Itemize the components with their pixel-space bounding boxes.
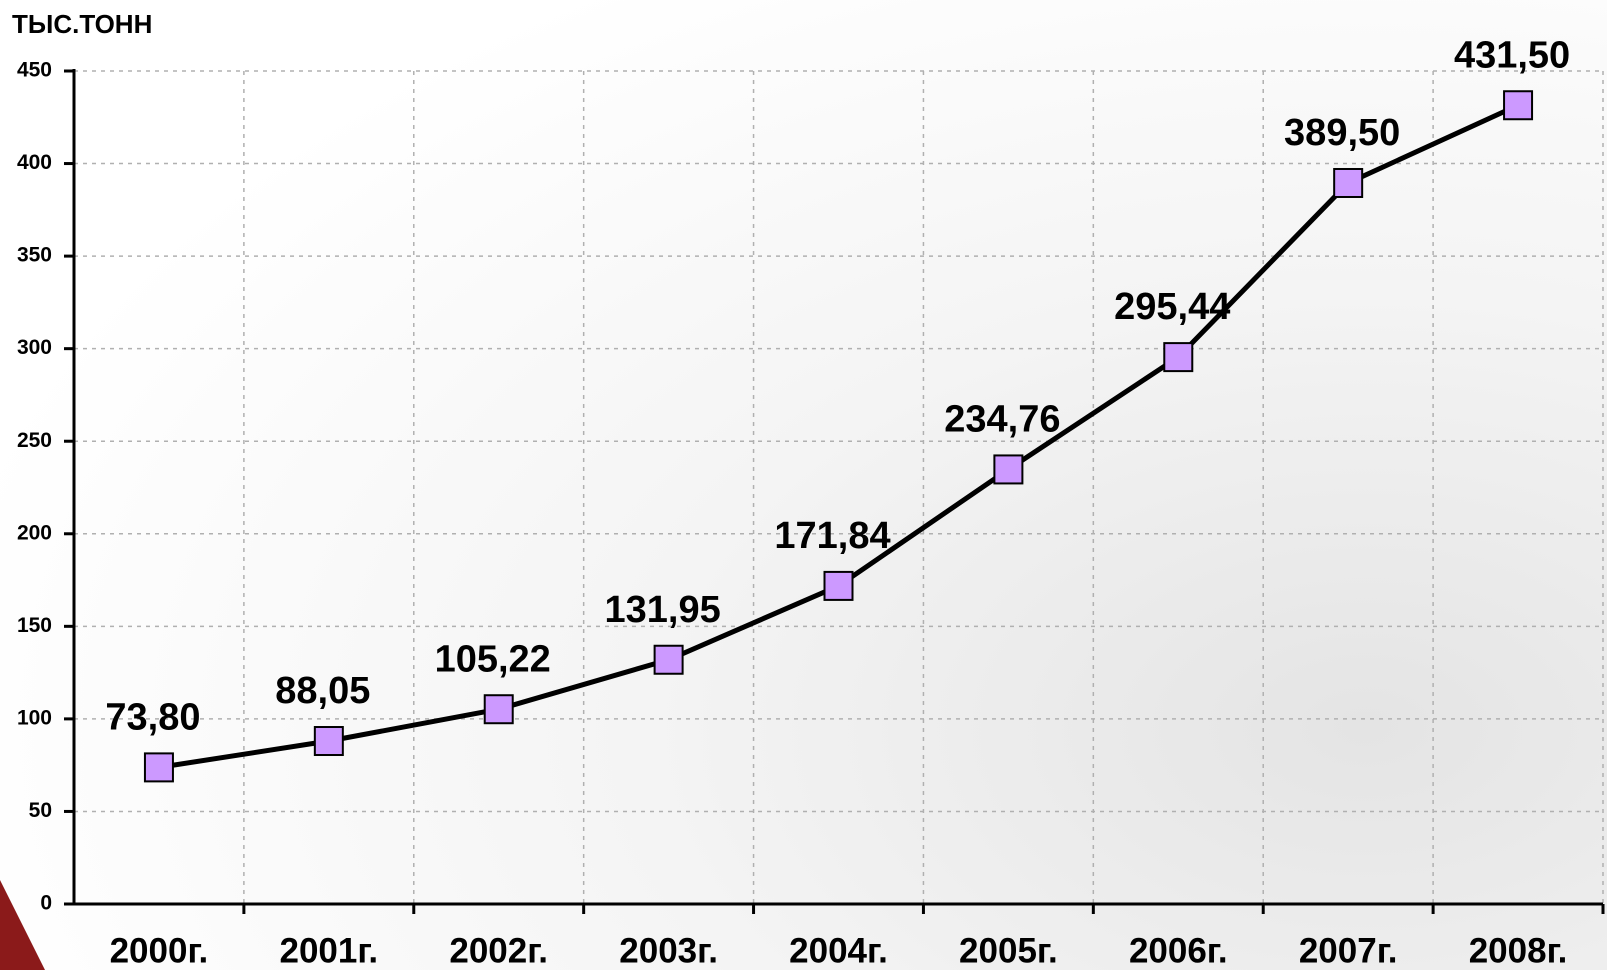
x-tick-label: 2008г. [1469,931,1568,970]
y-tick-label: 450 [17,59,52,82]
data-label: 73,80 [105,696,200,738]
x-tick-label: 2002г. [449,931,548,970]
data-label: 171,84 [774,515,890,557]
point-marker [313,726,344,757]
corner-decoration [0,880,45,970]
x-tick-label: 2006г. [1129,931,1228,970]
x-tick-label: 2000г. [110,931,209,970]
y-tick-label: 350 [17,244,52,267]
data-label: 234,76 [944,398,1060,440]
point-marker [483,694,514,725]
point-marker [1163,342,1194,373]
y-tick-label: 250 [17,429,52,452]
y-tick-label: 400 [17,151,52,174]
point-marker [143,752,174,783]
x-tick-label: 2001г. [279,931,378,970]
data-label: 431,50 [1454,34,1570,76]
data-label: 88,05 [275,670,370,712]
y-tick-label: 200 [17,521,52,544]
x-tick-label: 2005г. [959,931,1058,970]
point-marker [1333,167,1364,198]
y-tick-label: 300 [17,336,52,359]
point-marker [823,570,854,601]
point-marker [653,644,684,675]
y-tick-label: 50 [29,799,52,822]
data-label: 389,50 [1284,112,1400,154]
point-marker [993,454,1024,485]
x-tick-label: 2007г. [1299,931,1398,970]
x-tick-label: 2004г. [789,931,888,970]
data-label: 295,44 [1114,286,1230,328]
y-tick-label: 100 [17,706,52,729]
x-tick-label: 2003г. [619,931,718,970]
y-tick-label: 150 [17,614,52,637]
point-marker [1503,90,1534,121]
data-label: 131,95 [604,589,720,631]
data-label: 105,22 [435,638,551,680]
y-axis-label: ТЫС.ТОНН [12,9,152,39]
y-tick-label: 0 [40,892,52,915]
